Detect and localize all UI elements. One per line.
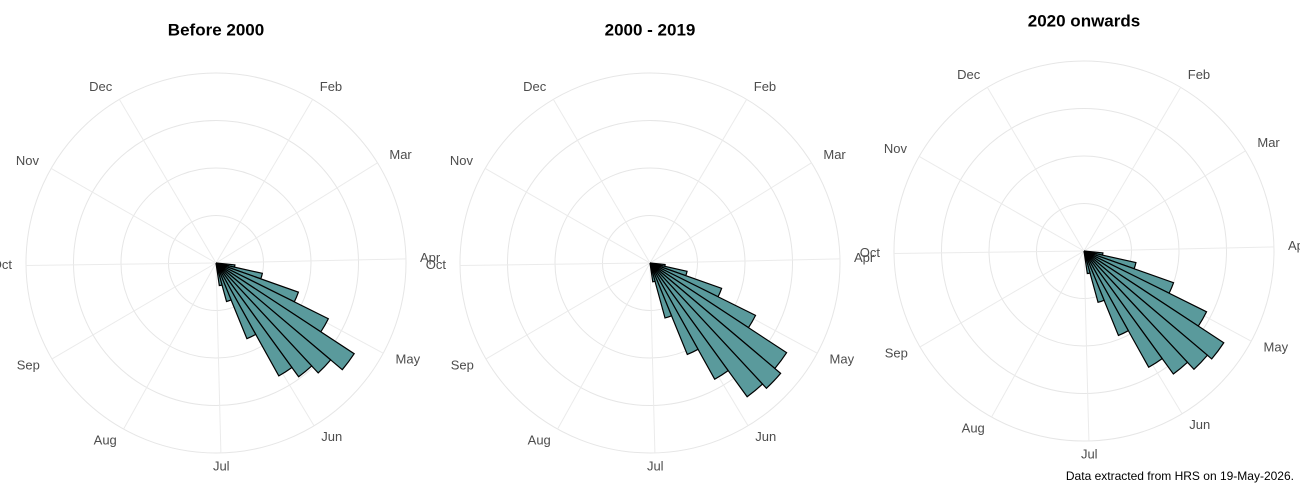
grid-ring <box>554 167 746 359</box>
chart-title: Before 2000 <box>168 20 264 39</box>
grid-spoke <box>991 250 1085 418</box>
grid-ring <box>941 108 1227 394</box>
angle-tick-label: Dec <box>957 67 981 82</box>
grid-spoke <box>26 262 217 266</box>
grid-spoke <box>552 99 651 264</box>
angle-tick-label: Aug <box>528 433 551 448</box>
grid-ring <box>459 72 841 454</box>
angle-tick-label: Apr <box>1288 238 1300 253</box>
angle-tick-label: Mar <box>389 147 412 162</box>
angle-tick-label: Aug <box>962 421 985 436</box>
grid-spoke <box>894 250 1085 254</box>
angle-tick-label: May <box>396 351 421 366</box>
grid-spoke <box>649 262 656 453</box>
angle-tick-label: Apr <box>420 250 441 265</box>
angle-tick-label: May <box>1264 339 1289 354</box>
angle-tick-label: Oct <box>0 257 12 272</box>
chart-title: 2020 onwards <box>1028 11 1140 30</box>
grid-spoke <box>649 258 840 264</box>
angle-tick-label: Feb <box>754 79 776 94</box>
bar <box>1083 250 1105 304</box>
grid-spoke <box>215 99 314 264</box>
grid-spoke <box>1083 87 1182 252</box>
grid-spoke <box>118 99 217 264</box>
grid-spoke <box>485 262 651 360</box>
grid-spoke <box>649 99 748 264</box>
caption: Data extracted from HRS on 19-May-2026. <box>1066 469 1294 483</box>
grid-spoke <box>1083 246 1274 252</box>
grid-spoke <box>918 156 1085 252</box>
grid-spoke <box>1083 250 1090 441</box>
grid-ring <box>120 167 312 359</box>
grid-ring <box>602 215 698 311</box>
angle-tick-label: Oct <box>860 245 881 260</box>
grid-spoke <box>649 162 812 264</box>
bar <box>215 262 332 374</box>
grid-spoke <box>215 162 378 264</box>
bar <box>1083 250 1209 371</box>
grid-ring <box>988 155 1180 347</box>
angle-tick-label: Mar <box>823 147 846 162</box>
angle-tick-label: Apr <box>854 250 875 265</box>
grid-spoke <box>50 168 217 264</box>
angle-tick-label: Mar <box>1257 135 1280 150</box>
angle-tick-label: Sep <box>17 357 40 372</box>
bar <box>215 262 223 287</box>
grid-ring <box>168 215 264 311</box>
grid-spoke <box>484 168 651 264</box>
grid-spoke <box>919 250 1085 348</box>
grid-spoke <box>986 87 1085 252</box>
grid-ring <box>1036 203 1132 299</box>
angle-tick-label: Jul <box>647 458 664 473</box>
angle-tick-label: Feb <box>1188 67 1210 82</box>
angle-tick-label: Nov <box>884 141 908 156</box>
angle-tick-label: Jul <box>213 458 230 473</box>
angle-tick-label: Jun <box>1189 417 1210 432</box>
bar <box>215 262 232 303</box>
angle-tick-label: Dec <box>523 79 547 94</box>
angle-tick-label: Jun <box>755 429 776 444</box>
bar <box>649 262 730 381</box>
grid-spoke <box>51 262 217 360</box>
bar <box>1083 250 1189 375</box>
bar <box>649 262 673 319</box>
bar <box>1083 250 1091 275</box>
angle-tick-label: Sep <box>451 357 474 372</box>
angle-tick-label: Oct <box>426 257 447 272</box>
bar <box>649 262 764 398</box>
grid-ring <box>25 72 407 454</box>
angle-tick-label: Nov <box>450 153 474 168</box>
angle-tick-label: Nov <box>16 153 40 168</box>
angle-tick-label: Aug <box>94 433 117 448</box>
angle-tick-label: May <box>830 351 855 366</box>
grid-ring <box>73 120 359 406</box>
bar <box>215 262 313 378</box>
grid-spoke <box>215 258 406 264</box>
angle-tick-label: Feb <box>320 79 342 94</box>
angle-tick-label: Jul <box>1081 446 1098 461</box>
bar <box>215 262 257 340</box>
bar <box>215 262 356 371</box>
angle-tick-label: Sep <box>885 345 908 360</box>
bar <box>215 262 293 377</box>
grid-spoke <box>123 262 217 430</box>
bar <box>1083 250 1225 360</box>
angle-tick-label: Jun <box>321 429 342 444</box>
bar <box>1083 250 1164 369</box>
grid-spoke <box>215 262 222 453</box>
grid-ring <box>893 60 1275 442</box>
bar <box>649 262 699 356</box>
grid-spoke <box>1083 150 1246 252</box>
bar <box>1083 250 1130 337</box>
angle-tick-label: Dec <box>89 79 113 94</box>
bar <box>649 262 782 390</box>
grid-spoke <box>557 262 651 430</box>
grid-ring <box>507 120 793 406</box>
chart-title: 2000 - 2019 <box>605 20 696 39</box>
grid-spoke <box>460 262 651 266</box>
bar <box>649 262 656 283</box>
